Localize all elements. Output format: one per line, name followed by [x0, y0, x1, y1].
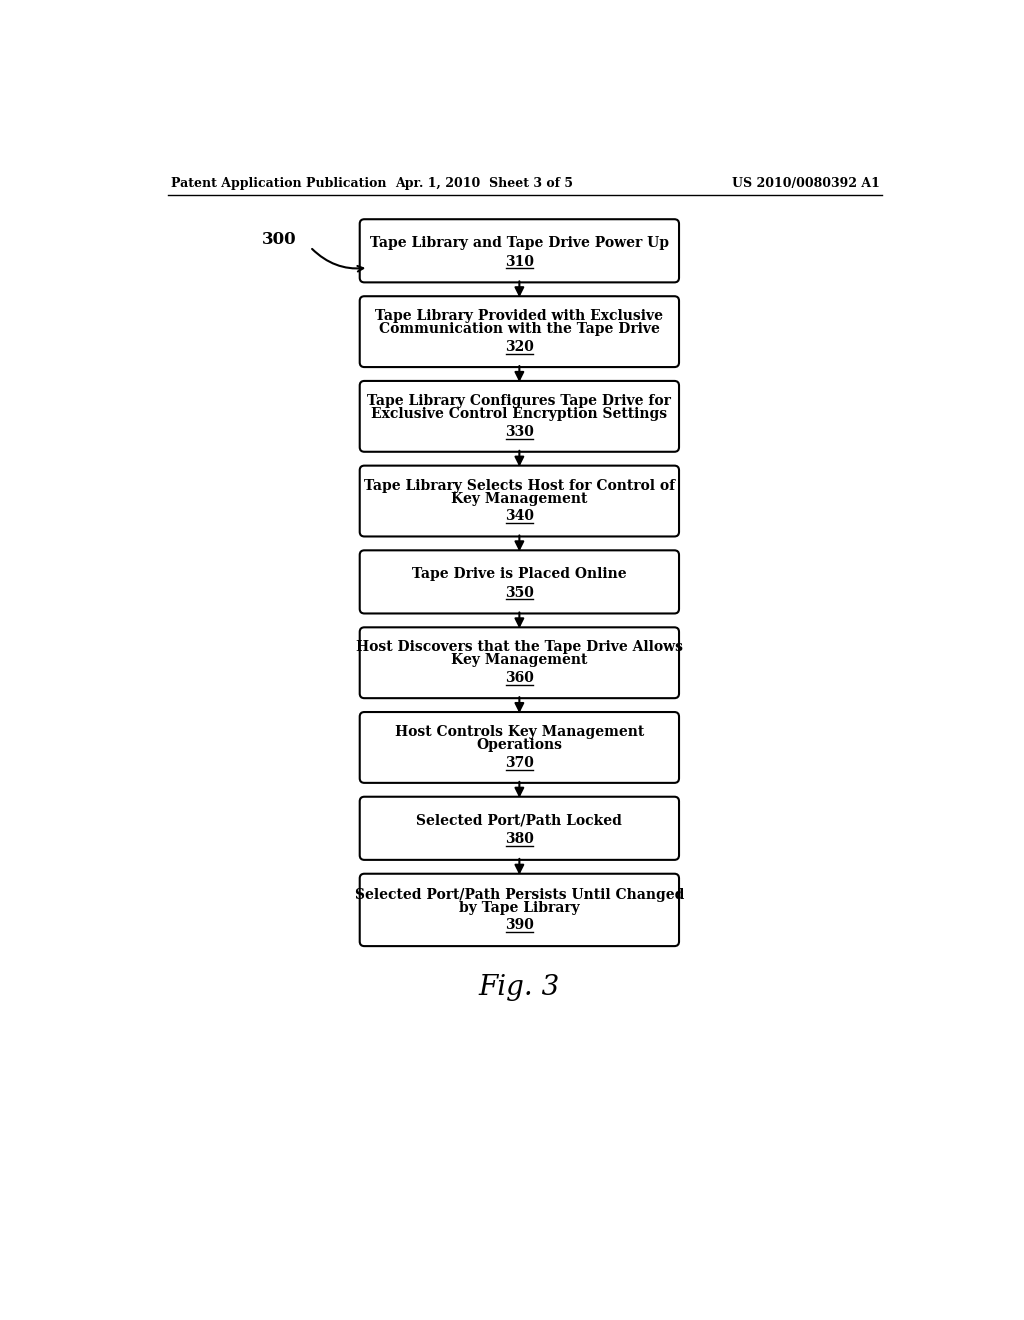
Text: US 2010/0080392 A1: US 2010/0080392 A1	[732, 177, 880, 190]
Text: 330: 330	[505, 425, 534, 438]
Text: Tape Library Selects Host for Control of: Tape Library Selects Host for Control of	[364, 479, 675, 492]
Text: Fig. 3: Fig. 3	[479, 974, 560, 1001]
FancyBboxPatch shape	[359, 550, 679, 614]
Text: Selected Port/Path Locked: Selected Port/Path Locked	[417, 813, 623, 828]
Text: 350: 350	[505, 586, 534, 599]
Text: 360: 360	[505, 671, 534, 685]
Text: by Tape Library: by Tape Library	[459, 900, 580, 915]
Text: Tape Drive is Placed Online: Tape Drive is Placed Online	[412, 568, 627, 581]
Text: 370: 370	[505, 756, 534, 770]
Text: 310: 310	[505, 255, 534, 268]
Text: Tape Library Provided with Exclusive: Tape Library Provided with Exclusive	[376, 309, 664, 323]
Text: 340: 340	[505, 510, 534, 524]
Text: Tape Library and Tape Drive Power Up: Tape Library and Tape Drive Power Up	[370, 236, 669, 249]
Text: 300: 300	[262, 231, 296, 248]
Text: Patent Application Publication: Patent Application Publication	[171, 177, 386, 190]
FancyBboxPatch shape	[359, 296, 679, 367]
Text: Communication with the Tape Drive: Communication with the Tape Drive	[379, 322, 659, 337]
Text: Exclusive Control Encryption Settings: Exclusive Control Encryption Settings	[372, 407, 668, 421]
Text: Selected Port/Path Persists Until Changed: Selected Port/Path Persists Until Change…	[354, 887, 684, 902]
FancyBboxPatch shape	[359, 466, 679, 536]
Text: Tape Library Configures Tape Drive for: Tape Library Configures Tape Drive for	[368, 393, 672, 408]
Text: Apr. 1, 2010  Sheet 3 of 5: Apr. 1, 2010 Sheet 3 of 5	[395, 177, 573, 190]
FancyBboxPatch shape	[359, 711, 679, 783]
Text: 390: 390	[505, 919, 534, 932]
Text: Operations: Operations	[476, 738, 562, 752]
Text: Key Management: Key Management	[452, 492, 588, 506]
FancyBboxPatch shape	[359, 627, 679, 698]
FancyBboxPatch shape	[359, 797, 679, 859]
Text: 380: 380	[505, 832, 534, 846]
Text: 320: 320	[505, 341, 534, 354]
Text: Key Management: Key Management	[452, 653, 588, 668]
Text: Host Controls Key Management: Host Controls Key Management	[394, 725, 644, 739]
Text: Host Discovers that the Tape Drive Allows: Host Discovers that the Tape Drive Allow…	[356, 640, 683, 655]
FancyBboxPatch shape	[359, 219, 679, 282]
FancyBboxPatch shape	[359, 381, 679, 451]
FancyBboxPatch shape	[359, 874, 679, 946]
